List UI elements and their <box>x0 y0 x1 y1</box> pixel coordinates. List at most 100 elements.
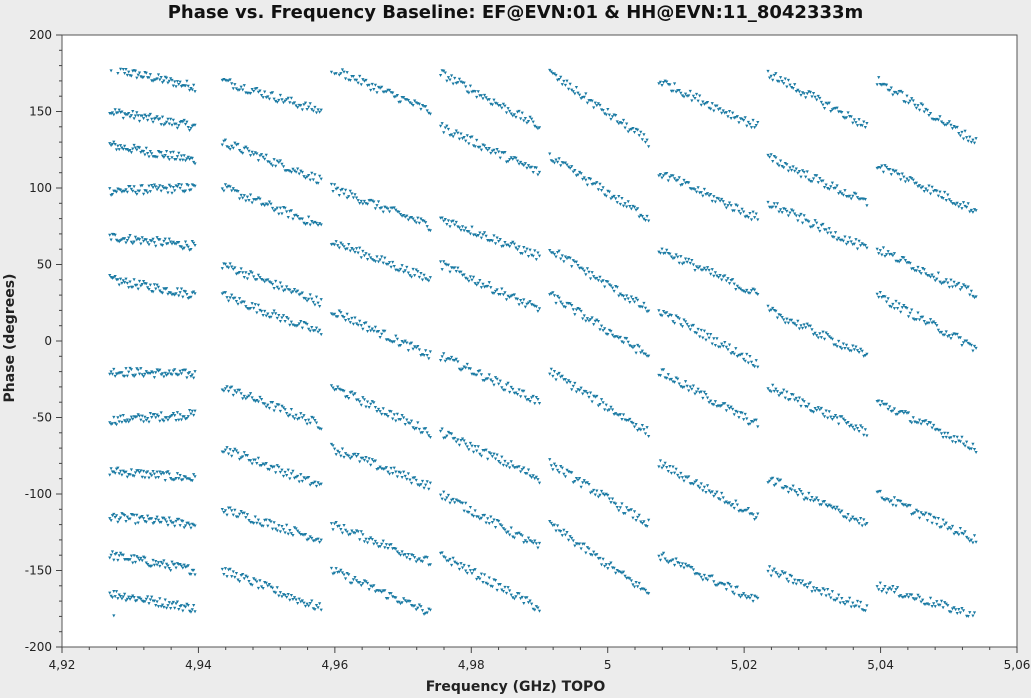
data-point <box>534 305 538 309</box>
data-point <box>827 593 831 597</box>
data-point <box>598 556 602 560</box>
data-point <box>263 157 267 161</box>
data-point <box>109 519 113 523</box>
data-point <box>639 428 643 432</box>
data-point <box>972 534 977 538</box>
data-point <box>690 259 694 263</box>
data-point <box>723 402 727 406</box>
data-point <box>710 574 714 578</box>
data-point <box>794 582 798 586</box>
data-point <box>565 257 569 261</box>
data-point <box>576 307 580 311</box>
data-point <box>361 396 365 400</box>
data-point <box>319 177 323 181</box>
data-point <box>281 289 286 293</box>
data-point <box>267 406 272 410</box>
data-point <box>406 553 410 557</box>
data-point <box>815 98 819 102</box>
data-point <box>177 240 181 244</box>
data-point <box>843 347 847 351</box>
data-point <box>811 224 816 228</box>
data-point <box>345 71 349 75</box>
data-point <box>657 250 661 254</box>
data-point <box>424 349 428 353</box>
data-point <box>789 208 794 212</box>
data-point <box>139 469 143 473</box>
data-point <box>636 585 640 589</box>
data-point <box>347 396 351 400</box>
data-point <box>151 558 155 562</box>
series-56 <box>766 476 869 528</box>
data-point <box>354 78 359 82</box>
data-point <box>125 418 129 422</box>
data-point <box>503 104 507 108</box>
data-point <box>603 327 607 331</box>
data-point <box>475 449 479 453</box>
data-point <box>735 115 739 119</box>
data-point <box>133 190 138 194</box>
data-point <box>364 455 368 459</box>
data-point <box>748 596 752 600</box>
data-point <box>342 192 346 196</box>
data-point <box>394 95 398 99</box>
data-point <box>609 117 613 121</box>
data-point <box>400 264 404 268</box>
data-point <box>581 481 585 485</box>
data-point <box>509 242 513 246</box>
data-point <box>941 281 945 285</box>
data-point <box>587 482 591 486</box>
data-point <box>177 83 181 87</box>
data-point <box>617 122 621 126</box>
data-point <box>286 593 290 597</box>
data-point <box>188 157 192 161</box>
data-point <box>848 236 852 240</box>
data-point <box>772 309 776 313</box>
data-point <box>579 386 583 390</box>
data-point <box>364 580 368 584</box>
data-point <box>486 457 490 461</box>
data-point <box>292 526 297 530</box>
data-point <box>780 570 784 574</box>
data-point <box>370 258 374 262</box>
data-point <box>821 330 825 334</box>
data-point <box>960 286 964 290</box>
data-point <box>743 116 747 120</box>
data-point <box>939 196 944 200</box>
data-point <box>329 384 334 388</box>
data-point <box>571 384 575 388</box>
data-point <box>359 324 363 328</box>
data-point <box>875 585 879 589</box>
data-point <box>623 574 627 578</box>
data-point <box>460 367 465 371</box>
data-point <box>676 473 680 477</box>
data-point <box>774 156 778 160</box>
data-point <box>427 487 431 491</box>
data-point <box>146 191 150 195</box>
data-point <box>448 225 452 229</box>
data-point <box>275 100 279 104</box>
data-point <box>816 499 820 503</box>
data-point <box>498 293 502 297</box>
data-point <box>337 570 341 574</box>
data-point <box>793 578 797 582</box>
data-point <box>140 475 144 479</box>
data-point <box>927 184 931 188</box>
data-point <box>386 470 390 474</box>
data-point <box>440 268 444 272</box>
data-point <box>470 278 474 282</box>
data-point <box>492 518 496 522</box>
data-point <box>177 517 181 521</box>
data-point <box>905 177 909 181</box>
data-point <box>283 531 287 535</box>
data-point <box>170 414 174 418</box>
data-point <box>278 591 282 595</box>
data-point <box>384 206 388 210</box>
data-point <box>185 243 189 247</box>
data-point <box>255 198 259 202</box>
data-point <box>897 410 901 414</box>
data-point <box>774 571 778 575</box>
data-point <box>318 110 322 114</box>
data-point <box>183 159 188 163</box>
data-point <box>141 75 146 79</box>
data-point <box>417 275 421 279</box>
